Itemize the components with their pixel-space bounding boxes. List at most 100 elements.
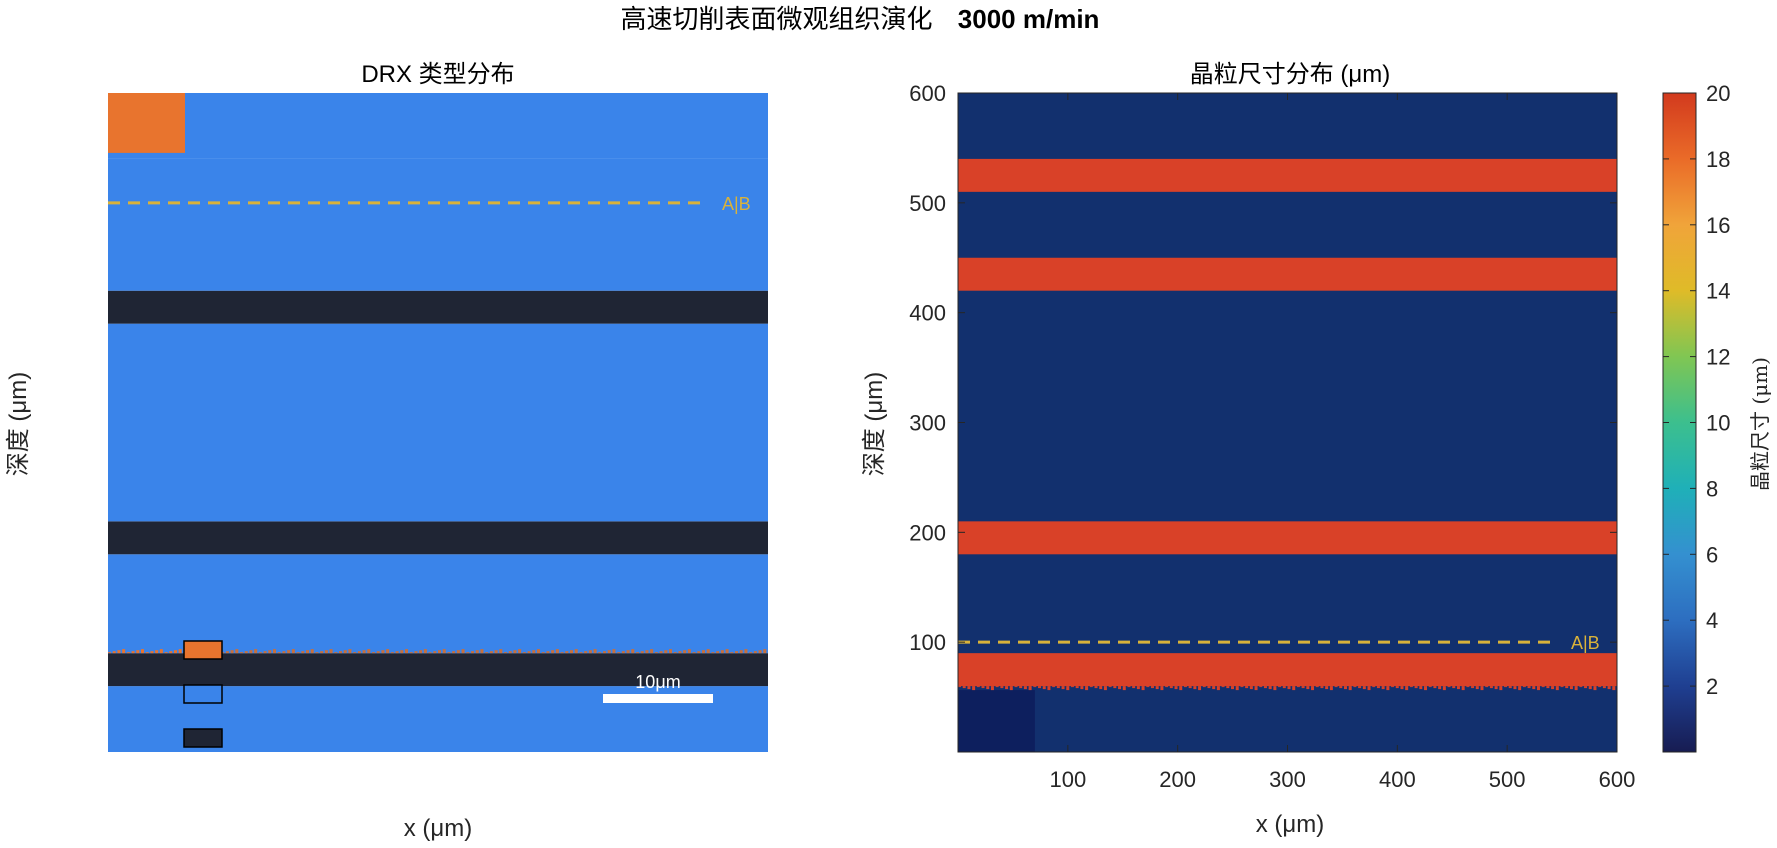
right-edge-speck	[1376, 686, 1380, 689]
left-edge-speck	[452, 651, 456, 654]
right-edge-speck	[1480, 686, 1484, 691]
right-edge-speck	[986, 686, 990, 690]
left-edge-speck	[306, 650, 309, 654]
left-edge-speck	[537, 649, 540, 654]
right-edge-speck	[1127, 686, 1131, 688]
left-edge-speck	[395, 651, 399, 654]
right-edge-speck	[1325, 686, 1329, 690]
right-edge-speck	[1584, 686, 1588, 689]
left-edge-speck	[527, 651, 531, 654]
right-edge-speck	[1160, 686, 1164, 691]
right-edge-speck	[1188, 686, 1192, 689]
left-edge-speck	[645, 650, 649, 654]
left-edge-speck	[324, 650, 328, 654]
left-edge-speck	[353, 652, 357, 654]
right-edge-speck	[1103, 686, 1107, 691]
left-edge-speck	[669, 649, 672, 654]
right-edge-speck	[1263, 686, 1267, 689]
right-edge-speck	[1165, 686, 1169, 688]
left-edge-speck	[334, 652, 338, 654]
left-edge-speck	[673, 652, 677, 654]
left-edge-speck	[296, 652, 300, 654]
right-edge-speck	[1150, 686, 1154, 689]
right-edge-speck	[1315, 686, 1319, 688]
left-edge-speck	[320, 651, 324, 654]
left-edge-speck	[664, 650, 668, 654]
right-edge-speck	[1343, 686, 1347, 690]
right-edge-speck	[1456, 686, 1460, 690]
right-edge-speck	[1358, 686, 1362, 689]
right-edge-speck	[1042, 686, 1046, 690]
left-edge-speck	[126, 652, 130, 654]
right-edge-speck	[1311, 686, 1315, 691]
right-edge-speck	[1362, 686, 1366, 690]
right-edge-speck	[1174, 686, 1178, 690]
left-layer-6	[108, 158, 768, 291]
left-edge-speck	[400, 650, 404, 654]
left-layers	[108, 93, 768, 752]
right-edge-speck	[1028, 686, 1032, 691]
right-x-ticks: 100 200 300 400 500 600	[1049, 93, 1635, 792]
right-band-2	[958, 257, 1617, 291]
right-band-edge	[958, 686, 1616, 691]
right-edge-speck	[1593, 686, 1597, 691]
left-edge-speck	[612, 649, 616, 654]
right-edge-speck	[1202, 686, 1206, 688]
left-edge-speck	[240, 652, 243, 654]
right-interface-label: A|B	[1571, 633, 1600, 653]
left-edge-speck	[607, 650, 611, 654]
right-edge-speck	[1518, 686, 1522, 691]
right-band-3	[958, 158, 1617, 192]
right-edge-speck	[1023, 686, 1027, 690]
colorbar-tick-label: 20	[1706, 81, 1730, 106]
left-layer-4	[108, 323, 768, 522]
left-interface-label: A|B	[722, 194, 751, 214]
right-band-0	[958, 653, 1617, 687]
left-edge-speck	[112, 651, 116, 654]
left-edge-speck	[508, 651, 512, 654]
legend-swatch-dark	[183, 728, 223, 748]
right-edge-speck	[1574, 686, 1578, 691]
right-edge-speck	[1259, 686, 1263, 688]
right-edge-speck	[1268, 686, 1272, 690]
right-edge-speck	[1207, 686, 1211, 689]
right-edge-speck	[1038, 686, 1042, 689]
right-edge-speck	[1452, 686, 1456, 689]
left-edge-speck	[617, 652, 621, 654]
right-edge-speck	[1334, 686, 1338, 688]
left-edge-speck	[739, 650, 743, 654]
right-edge-speck	[1395, 686, 1399, 689]
right-edge-speck	[1348, 686, 1352, 691]
right-edge-speck	[1612, 686, 1616, 691]
right-edge-speck	[1198, 686, 1202, 691]
left-edge-speck	[560, 652, 564, 654]
right-y-ticks: 100 200 300 400 500 600	[909, 81, 1618, 753]
left-edge-speck	[230, 650, 234, 654]
right-edge-speck	[1179, 686, 1183, 691]
left-edge-speck	[277, 652, 281, 654]
left-edge-speck	[131, 651, 135, 654]
right-edge-speck	[990, 686, 994, 691]
right-edge-speck	[1249, 686, 1253, 690]
right-ytick-label: 500	[909, 191, 946, 216]
right-edge-speck	[981, 686, 985, 689]
left-edge-speck	[522, 652, 526, 654]
right-axes-frame	[957, 92, 1618, 753]
left-edge-speck	[164, 652, 168, 654]
left-layer-2	[108, 554, 768, 654]
left-panel: DRX 类型分布 A|B 10μm x (μm) 深度 (μm)	[5, 61, 768, 842]
left-edge-speck	[249, 650, 253, 654]
left-edge-speck	[268, 650, 272, 654]
right-edge-speck	[1565, 686, 1569, 689]
right-edge-speck	[1560, 686, 1564, 688]
right-edge-speck	[1466, 686, 1470, 688]
left-edge-speck	[244, 651, 248, 654]
right-edge-speck	[1155, 686, 1159, 690]
right-xtick-label: 600	[1599, 767, 1636, 792]
left-edge-speck	[518, 649, 522, 654]
right-edge-speck	[1132, 686, 1136, 689]
left-edge-speck	[650, 649, 654, 654]
left-edge-speck	[711, 652, 715, 654]
right-edge-speck	[1419, 686, 1423, 690]
left-edge-speck	[659, 651, 663, 654]
